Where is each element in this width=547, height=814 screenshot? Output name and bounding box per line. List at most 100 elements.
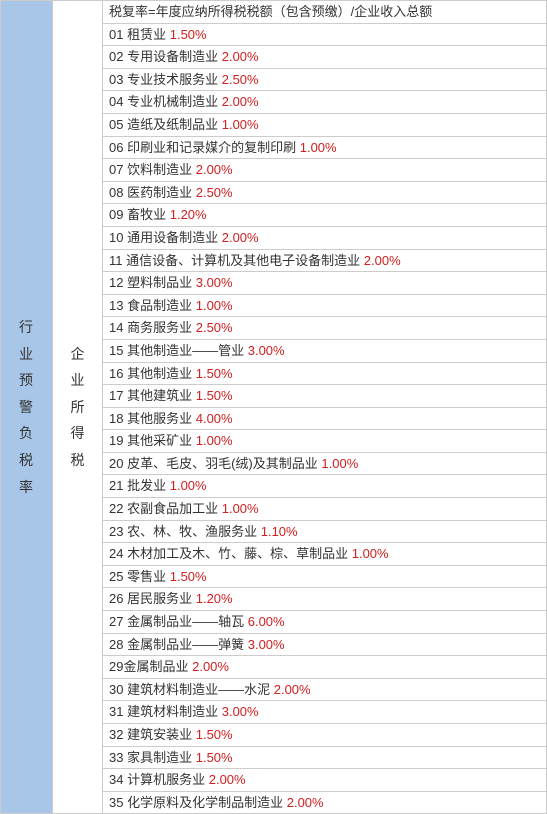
rate-percentage: 1.50% bbox=[196, 366, 233, 381]
industry-name: 专用设备制造业 bbox=[127, 49, 218, 64]
industry-row: 32 建筑安装业 1.50% bbox=[103, 724, 547, 747]
rate-percentage: 1.20% bbox=[196, 591, 233, 606]
rate-percentage: 1.50% bbox=[196, 388, 233, 403]
rate-percentage: 2.00% bbox=[192, 659, 229, 674]
rate-percentage: 3.00% bbox=[248, 343, 285, 358]
industry-row: 16 其他制造业 1.50% bbox=[103, 363, 547, 386]
row-number: 04 bbox=[109, 94, 123, 109]
industry-row: 06 印刷业和记录媒介的复制印刷 1.00% bbox=[103, 137, 547, 160]
industry-row: 33 家具制造业 1.50% bbox=[103, 747, 547, 770]
industry-row: 19 其他采矿业 1.00% bbox=[103, 430, 547, 453]
row-number: 13 bbox=[109, 298, 123, 313]
row-number: 23 bbox=[109, 524, 123, 539]
industry-name: 其他建筑业 bbox=[127, 388, 192, 403]
tax-rate-table: 行业预警负税率 企业所得税 税复率=年度应纳所得税税额（包含预缴）/企业收入总额… bbox=[0, 0, 547, 814]
row-number: 18 bbox=[109, 411, 123, 426]
industry-row: 08 医药制造业 2.50% bbox=[103, 182, 547, 205]
industry-name: 建筑安装业 bbox=[127, 727, 192, 742]
industry-row: 18 其他服务业 4.00% bbox=[103, 408, 547, 431]
industry-name: 建筑材料制造业 bbox=[127, 704, 218, 719]
formula-row: 税复率=年度应纳所得税税额（包含预缴）/企业收入总额 bbox=[103, 1, 547, 24]
rate-percentage: 3.00% bbox=[222, 704, 259, 719]
row-number: 27 bbox=[109, 614, 123, 629]
rate-percentage: 4.00% bbox=[196, 411, 233, 426]
industry-row: 21 批发业 1.00% bbox=[103, 475, 547, 498]
industry-name: 租赁业 bbox=[127, 27, 166, 42]
industry-name: 印刷业和记录媒介的复制印刷 bbox=[127, 140, 296, 155]
rate-percentage: 1.00% bbox=[196, 433, 233, 448]
row-number: 33 bbox=[109, 750, 123, 765]
row-number: 09 bbox=[109, 207, 123, 222]
industry-row: 10 通用设备制造业 2.00% bbox=[103, 227, 547, 250]
row-number: 12 bbox=[109, 275, 123, 290]
industry-name: 木材加工及木、竹、藤、棕、草制品业 bbox=[127, 546, 348, 561]
row-number: 08 bbox=[109, 185, 123, 200]
industry-row: 13 食品制造业 1.00% bbox=[103, 295, 547, 318]
industry-name: 专业技术服务业 bbox=[127, 72, 218, 87]
rows-container: 税复率=年度应纳所得税税额（包含预缴）/企业收入总额 01 租赁业 1.50% 0… bbox=[103, 1, 547, 814]
industry-name: 塑料制品业 bbox=[127, 275, 192, 290]
industry-row: 17 其他建筑业 1.50% bbox=[103, 385, 547, 408]
industry-name: 通信设备、计算机及其他电子设备制造业 bbox=[126, 253, 360, 268]
rate-percentage: 2.50% bbox=[196, 320, 233, 335]
industry-row: 04 专业机械制造业 2.00% bbox=[103, 91, 547, 114]
rate-percentage: 2.00% bbox=[222, 49, 259, 64]
industry-name: 批发业 bbox=[127, 478, 166, 493]
industry-row: 23 农、林、牧、渔服务业 1.10% bbox=[103, 521, 547, 544]
rate-percentage: 2.00% bbox=[196, 162, 233, 177]
rate-percentage: 1.00% bbox=[222, 501, 259, 516]
industry-row: 34 计算机服务业 2.00% bbox=[103, 769, 547, 792]
row-number: 30 bbox=[109, 682, 123, 697]
industry-row: 25 零售业 1.50% bbox=[103, 566, 547, 589]
row-number: 05 bbox=[109, 117, 123, 132]
rate-percentage: 2.50% bbox=[196, 185, 233, 200]
industry-name: 金属制品业 bbox=[123, 659, 188, 674]
category-header-mid: 企业所得税 bbox=[53, 1, 103, 814]
industry-row: 03 专业技术服务业 2.50% bbox=[103, 69, 547, 92]
row-number: 28 bbox=[109, 637, 123, 652]
industry-row: 15 其他制造业——管业 3.00% bbox=[103, 340, 547, 363]
rate-percentage: 1.00% bbox=[196, 298, 233, 313]
industry-name: 其他制造业——管业 bbox=[127, 343, 244, 358]
rate-percentage: 2.00% bbox=[209, 772, 246, 787]
formula-text: 税复率=年度应纳所得税税额（包含预缴）/企业收入总额 bbox=[109, 4, 432, 19]
row-number: 07 bbox=[109, 162, 123, 177]
rate-percentage: 2.00% bbox=[364, 253, 401, 268]
industry-row: 31 建筑材料制造业 3.00% bbox=[103, 701, 547, 724]
industry-name: 其他服务业 bbox=[127, 411, 192, 426]
row-number: 01 bbox=[109, 27, 123, 42]
row-number: 29 bbox=[109, 659, 123, 674]
rate-percentage: 1.00% bbox=[170, 478, 207, 493]
industry-name: 化学原料及化学制品制造业 bbox=[127, 795, 283, 810]
industry-name: 造纸及纸制品业 bbox=[127, 117, 218, 132]
rate-percentage: 6.00% bbox=[248, 614, 285, 629]
rate-percentage: 1.10% bbox=[261, 524, 298, 539]
row-number: 26 bbox=[109, 591, 123, 606]
industry-name: 金属制品业——弹簧 bbox=[127, 637, 244, 652]
mid-label: 企业所得税 bbox=[67, 341, 88, 474]
row-number: 19 bbox=[109, 433, 123, 448]
row-number: 24 bbox=[109, 546, 123, 561]
rate-percentage: 2.00% bbox=[222, 230, 259, 245]
rate-percentage: 2.00% bbox=[287, 795, 324, 810]
row-number: 03 bbox=[109, 72, 123, 87]
rate-percentage: 3.00% bbox=[196, 275, 233, 290]
industry-row: 12 塑料制品业 3.00% bbox=[103, 272, 547, 295]
industry-name: 专业机械制造业 bbox=[127, 94, 218, 109]
industry-row: 29金属制品业 2.00% bbox=[103, 656, 547, 679]
industry-row: 35 化学原料及化学制品制造业 2.00% bbox=[103, 792, 547, 814]
row-number: 06 bbox=[109, 140, 123, 155]
row-number: 15 bbox=[109, 343, 123, 358]
industry-row: 20 皮革、毛皮、羽毛(绒)及其制品业 1.00% bbox=[103, 453, 547, 476]
industry-name: 金属制品业——轴瓦 bbox=[127, 614, 244, 629]
rate-percentage: 3.00% bbox=[248, 637, 285, 652]
industry-row: 24 木材加工及木、竹、藤、棕、草制品业 1.00% bbox=[103, 543, 547, 566]
industry-name: 家具制造业 bbox=[127, 750, 192, 765]
rate-percentage: 1.00% bbox=[352, 546, 389, 561]
industry-row: 05 造纸及纸制品业 1.00% bbox=[103, 114, 547, 137]
industry-name: 畜牧业 bbox=[127, 207, 166, 222]
rate-percentage: 2.00% bbox=[274, 682, 311, 697]
rate-percentage: 1.50% bbox=[170, 569, 207, 584]
rate-percentage: 1.50% bbox=[170, 27, 207, 42]
industry-row: 30 建筑材料制造业——水泥 2.00% bbox=[103, 679, 547, 702]
